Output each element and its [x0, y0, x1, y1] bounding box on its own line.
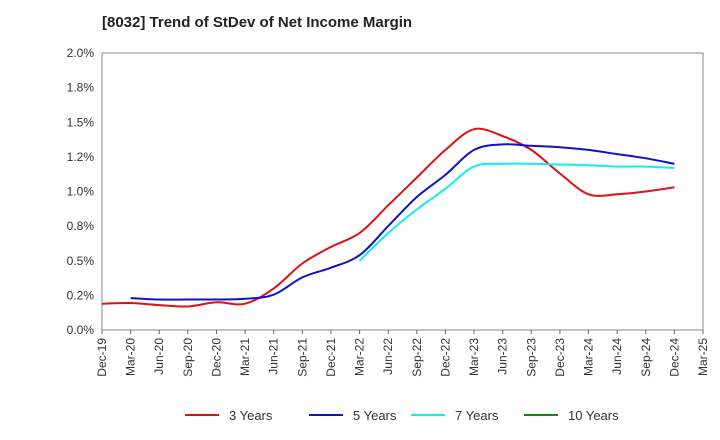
legend-swatch: [309, 414, 343, 416]
legend-label: 7 Years: [455, 407, 499, 423]
legend-label: 3 Years: [229, 407, 273, 423]
x-tick-label: Jun-22: [381, 338, 395, 375]
x-tick-label: Dec-20: [209, 338, 223, 377]
series-lines: [101, 127, 675, 308]
x-tick-label: Dec-24: [667, 338, 681, 377]
legend-swatch: [411, 414, 445, 416]
legend-swatch: [185, 414, 219, 416]
legend-swatch: [524, 414, 558, 416]
y-tick-label: 1.8%: [67, 81, 95, 95]
x-tick-label: Mar-24: [582, 338, 596, 376]
x-tick-label: Jun-23: [496, 338, 510, 375]
y-tick-labels: 0.0% 0.2% 0.5% 0.8% 1.0% 1.2% 1.5% 1.8% 2.0%: [67, 46, 95, 337]
y-tick-label: 1.5%: [67, 115, 95, 129]
series-line-5-years: [130, 143, 675, 301]
legend-label: 5 Years: [353, 407, 397, 423]
x-tick-label: Jun-21: [267, 338, 281, 375]
x-tick-label: Sep-24: [639, 338, 653, 377]
legend: 3 Years 5 Years 7 Years 10 Years: [0, 404, 720, 426]
y-tick-label: 0.5%: [67, 254, 95, 268]
x-tick-label: Mar-20: [124, 338, 138, 376]
x-tick-label: Dec-19: [95, 338, 109, 377]
x-tick-label: Jun-24: [610, 338, 624, 375]
legend-item: 10 Years: [524, 404, 619, 426]
y-tick-label: 1.0%: [67, 185, 95, 199]
x-tick-label: Sep-23: [524, 338, 538, 377]
x-tick-label: Mar-21: [238, 338, 252, 376]
x-tick-label: Dec-21: [324, 338, 338, 377]
x-tick-label: Mar-22: [353, 338, 367, 376]
x-tick-label: Sep-21: [295, 338, 309, 377]
line-chart: 0.0% 0.2% 0.5% 0.8% 1.0% 1.2% 1.5% 1.8% 2.0% Dec…: [67, 46, 710, 377]
x-tick-label: Dec-23: [553, 338, 567, 377]
legend-label: 10 Years: [568, 407, 619, 423]
x-tick-label: Sep-20: [181, 338, 195, 377]
x-tick-label: Mar-25: [696, 338, 710, 376]
y-tick-label: 0.2%: [67, 288, 95, 302]
axes: [101, 52, 704, 334]
x-tick-label: Mar-23: [467, 338, 481, 376]
chart-title: [8032] Trend of StDev of Net Income Marg…: [102, 14, 413, 31]
legend-item: 7 Years: [411, 404, 498, 426]
y-tick-label: 0.0%: [67, 323, 95, 337]
y-tick-label: 0.8%: [67, 219, 95, 233]
series-line-3-years: [101, 127, 675, 308]
x-tick-label: Jun-20: [152, 338, 166, 375]
legend-item: 3 Years: [185, 404, 272, 426]
y-tick-label: 1.2%: [67, 150, 95, 164]
series-line-7-years: [358, 162, 675, 262]
x-tick-labels: Dec-19 Mar-20 Jun-20 Sep-20 Dec-20 Mar-21 Jun-…: [95, 338, 710, 377]
x-tick-label: Sep-22: [410, 338, 424, 377]
legend-item: 5 Years: [309, 404, 396, 426]
x-tick-label: Dec-22: [438, 338, 452, 377]
y-tick-label: 2.0%: [67, 46, 95, 60]
